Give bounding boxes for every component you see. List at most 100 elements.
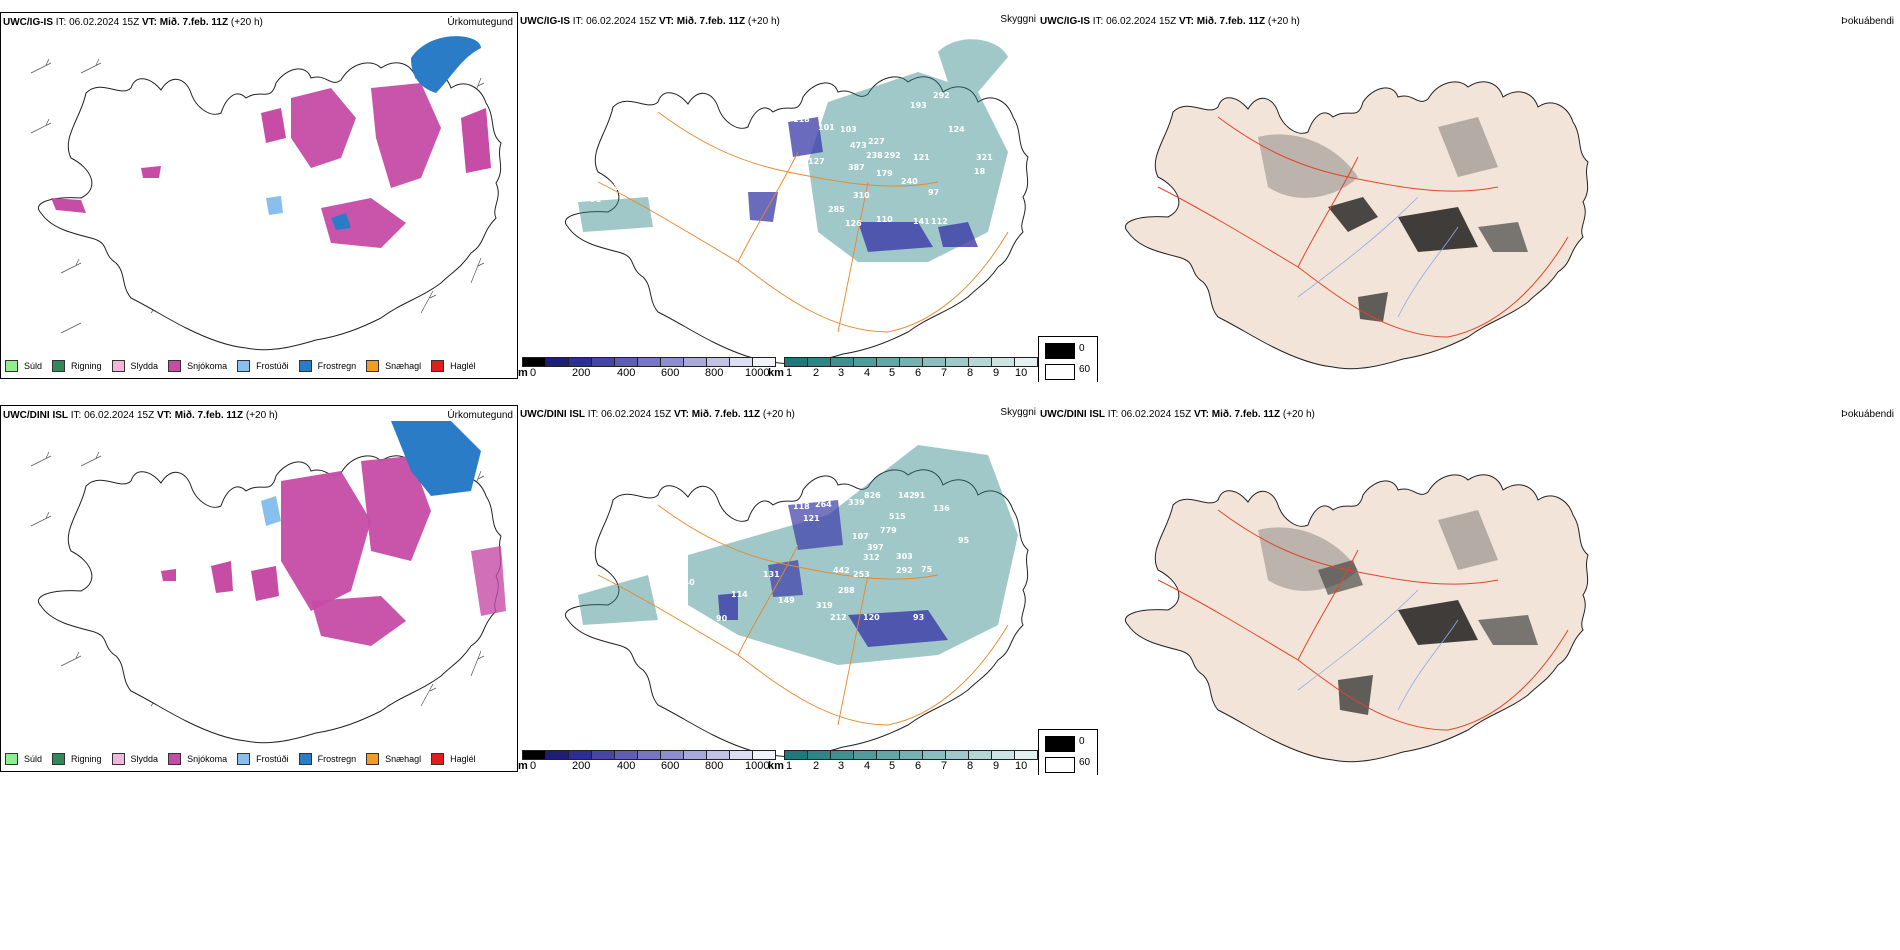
precip-legend: Súld Rigning Slydda Snjókoma Frostúði Fr… [5, 753, 476, 765]
visibility-unit: km [768, 367, 784, 379]
legend-item: Snjókoma [168, 753, 227, 765]
colorbar-cell [729, 750, 752, 760]
colorbar-cell [545, 750, 568, 760]
colorbar-cell [968, 357, 991, 367]
panel-title: Skyggni [1000, 14, 1036, 25]
svg-text:264: 264 [815, 500, 832, 509]
colorbar-cell [991, 750, 1014, 760]
svg-text:120: 120 [782, 185, 799, 194]
vt-label: VT: [156, 410, 172, 421]
tick-label: 4 [864, 367, 871, 379]
legend-swatch [1045, 364, 1075, 380]
precip-legend: Súld Rigning Slydda Snjókoma Frostúði Fr… [5, 360, 476, 372]
tick-label: 8 [967, 760, 974, 772]
it-label: IT: [70, 410, 82, 421]
panel-title: Þokuábendi [1841, 16, 1894, 27]
tick-label: 0 [530, 367, 537, 379]
svg-text:95: 95 [958, 536, 970, 545]
fog-map [1124, 81, 1589, 370]
colorbar-cell [945, 750, 968, 760]
tick-label: 5 [889, 367, 896, 379]
it-label: IT: [1092, 16, 1104, 27]
svg-text:515: 515 [889, 512, 906, 521]
legend-label: 0 [1079, 736, 1085, 747]
svg-text:193: 193 [910, 101, 927, 110]
svg-text:826: 826 [864, 491, 881, 500]
it-value: 06.02.2024 15Z [1121, 409, 1192, 420]
colorbar-cell [830, 357, 853, 367]
colorbar-cell [637, 750, 660, 760]
tick-label: 2 [813, 367, 820, 379]
vt-label: VT: [141, 17, 157, 28]
svg-text:473: 473 [850, 141, 867, 150]
colorbar-cell [807, 750, 830, 760]
lead-time: (+20 h) [1267, 16, 1300, 27]
tick-label: 1 [786, 760, 793, 772]
svg-text:288: 288 [838, 586, 855, 595]
tick-label: 6 [915, 760, 922, 772]
panel-header: UWC/DINI ISL IT: 06.02.2024 15Z VT: Mið.… [3, 410, 278, 421]
svg-text:107: 107 [852, 532, 869, 541]
tick-label: 4 [864, 760, 871, 772]
colorbar-cell [591, 750, 614, 760]
it-value: 06.02.2024 15Z [84, 410, 155, 421]
colorbar-cell [614, 357, 637, 367]
svg-text:292: 292 [933, 91, 950, 100]
colorbar-cell [853, 357, 876, 367]
panel-title: Úrkomutegund [447, 410, 513, 421]
tick-label: 7 [941, 760, 948, 772]
svg-text:253: 253 [853, 570, 870, 579]
colorbar-cell [991, 357, 1014, 367]
legend-swatch [366, 360, 380, 372]
panel-header: UWC/DINI ISL IT: 06.02.2024 15Z VT: Mið.… [520, 409, 795, 420]
model-name: UWC/DINI ISL [3, 410, 68, 421]
legend-swatch [431, 753, 445, 765]
fog-legend: 0 60 [1038, 729, 1098, 775]
svg-text:292: 292 [884, 151, 901, 160]
it-value: 06.02.2024 15Z [601, 409, 672, 420]
colorbar-cell [968, 750, 991, 760]
cloud-base-colorbar [522, 357, 776, 367]
colorbar-cell [706, 357, 729, 367]
legend-item: Slydda [111, 753, 158, 765]
it-label: IT: [572, 16, 584, 27]
svg-text:127: 127 [808, 157, 825, 166]
model-name: UWC/DINI ISL [520, 409, 585, 420]
fog-index-panel-bottom: UWC/DINI ISL IT: 06.02.2024 15Z VT: Mið.… [1038, 405, 1900, 775]
tick-label: 10 [1015, 367, 1028, 379]
svg-text:142: 142 [898, 491, 915, 500]
tick-label: 10 [1015, 760, 1028, 772]
legend-swatch [111, 360, 125, 372]
colorbar-cell [545, 357, 568, 367]
svg-text:97: 97 [928, 188, 939, 197]
tick-label: 400 [617, 760, 636, 772]
legend-swatch [237, 360, 251, 372]
visibility-unit: km [768, 760, 784, 772]
legend-item: Rigning [52, 360, 102, 372]
precip-map [30, 36, 502, 351]
svg-text:126: 126 [845, 219, 862, 228]
vt-value: Mið. 7.feb. 11Z [174, 410, 244, 421]
colorbar-cell [853, 750, 876, 760]
svg-text:69: 69 [732, 191, 744, 200]
tick-label: 0 [530, 760, 537, 772]
legend-item: Rigning [52, 753, 102, 765]
colorbar-cell [522, 357, 545, 367]
legend-swatch [5, 360, 18, 372]
cloud-base-colorbar [522, 750, 776, 760]
svg-text:238: 238 [866, 151, 883, 160]
precip-map [30, 421, 506, 744]
vt-value: Mið. 7.feb. 11Z [1196, 16, 1266, 27]
svg-text:118: 118 [793, 115, 810, 124]
lead-time: (+20 h) [245, 410, 278, 421]
svg-text:90: 90 [716, 614, 728, 623]
vt-label: VT: [1178, 16, 1194, 27]
svg-text:779: 779 [880, 526, 897, 535]
legend-swatch [1045, 757, 1075, 773]
visibility-colorbar [784, 750, 1038, 760]
legend-item: Frostregn [298, 753, 356, 765]
it-label: IT: [587, 409, 599, 420]
colorbar-cell [637, 357, 660, 367]
